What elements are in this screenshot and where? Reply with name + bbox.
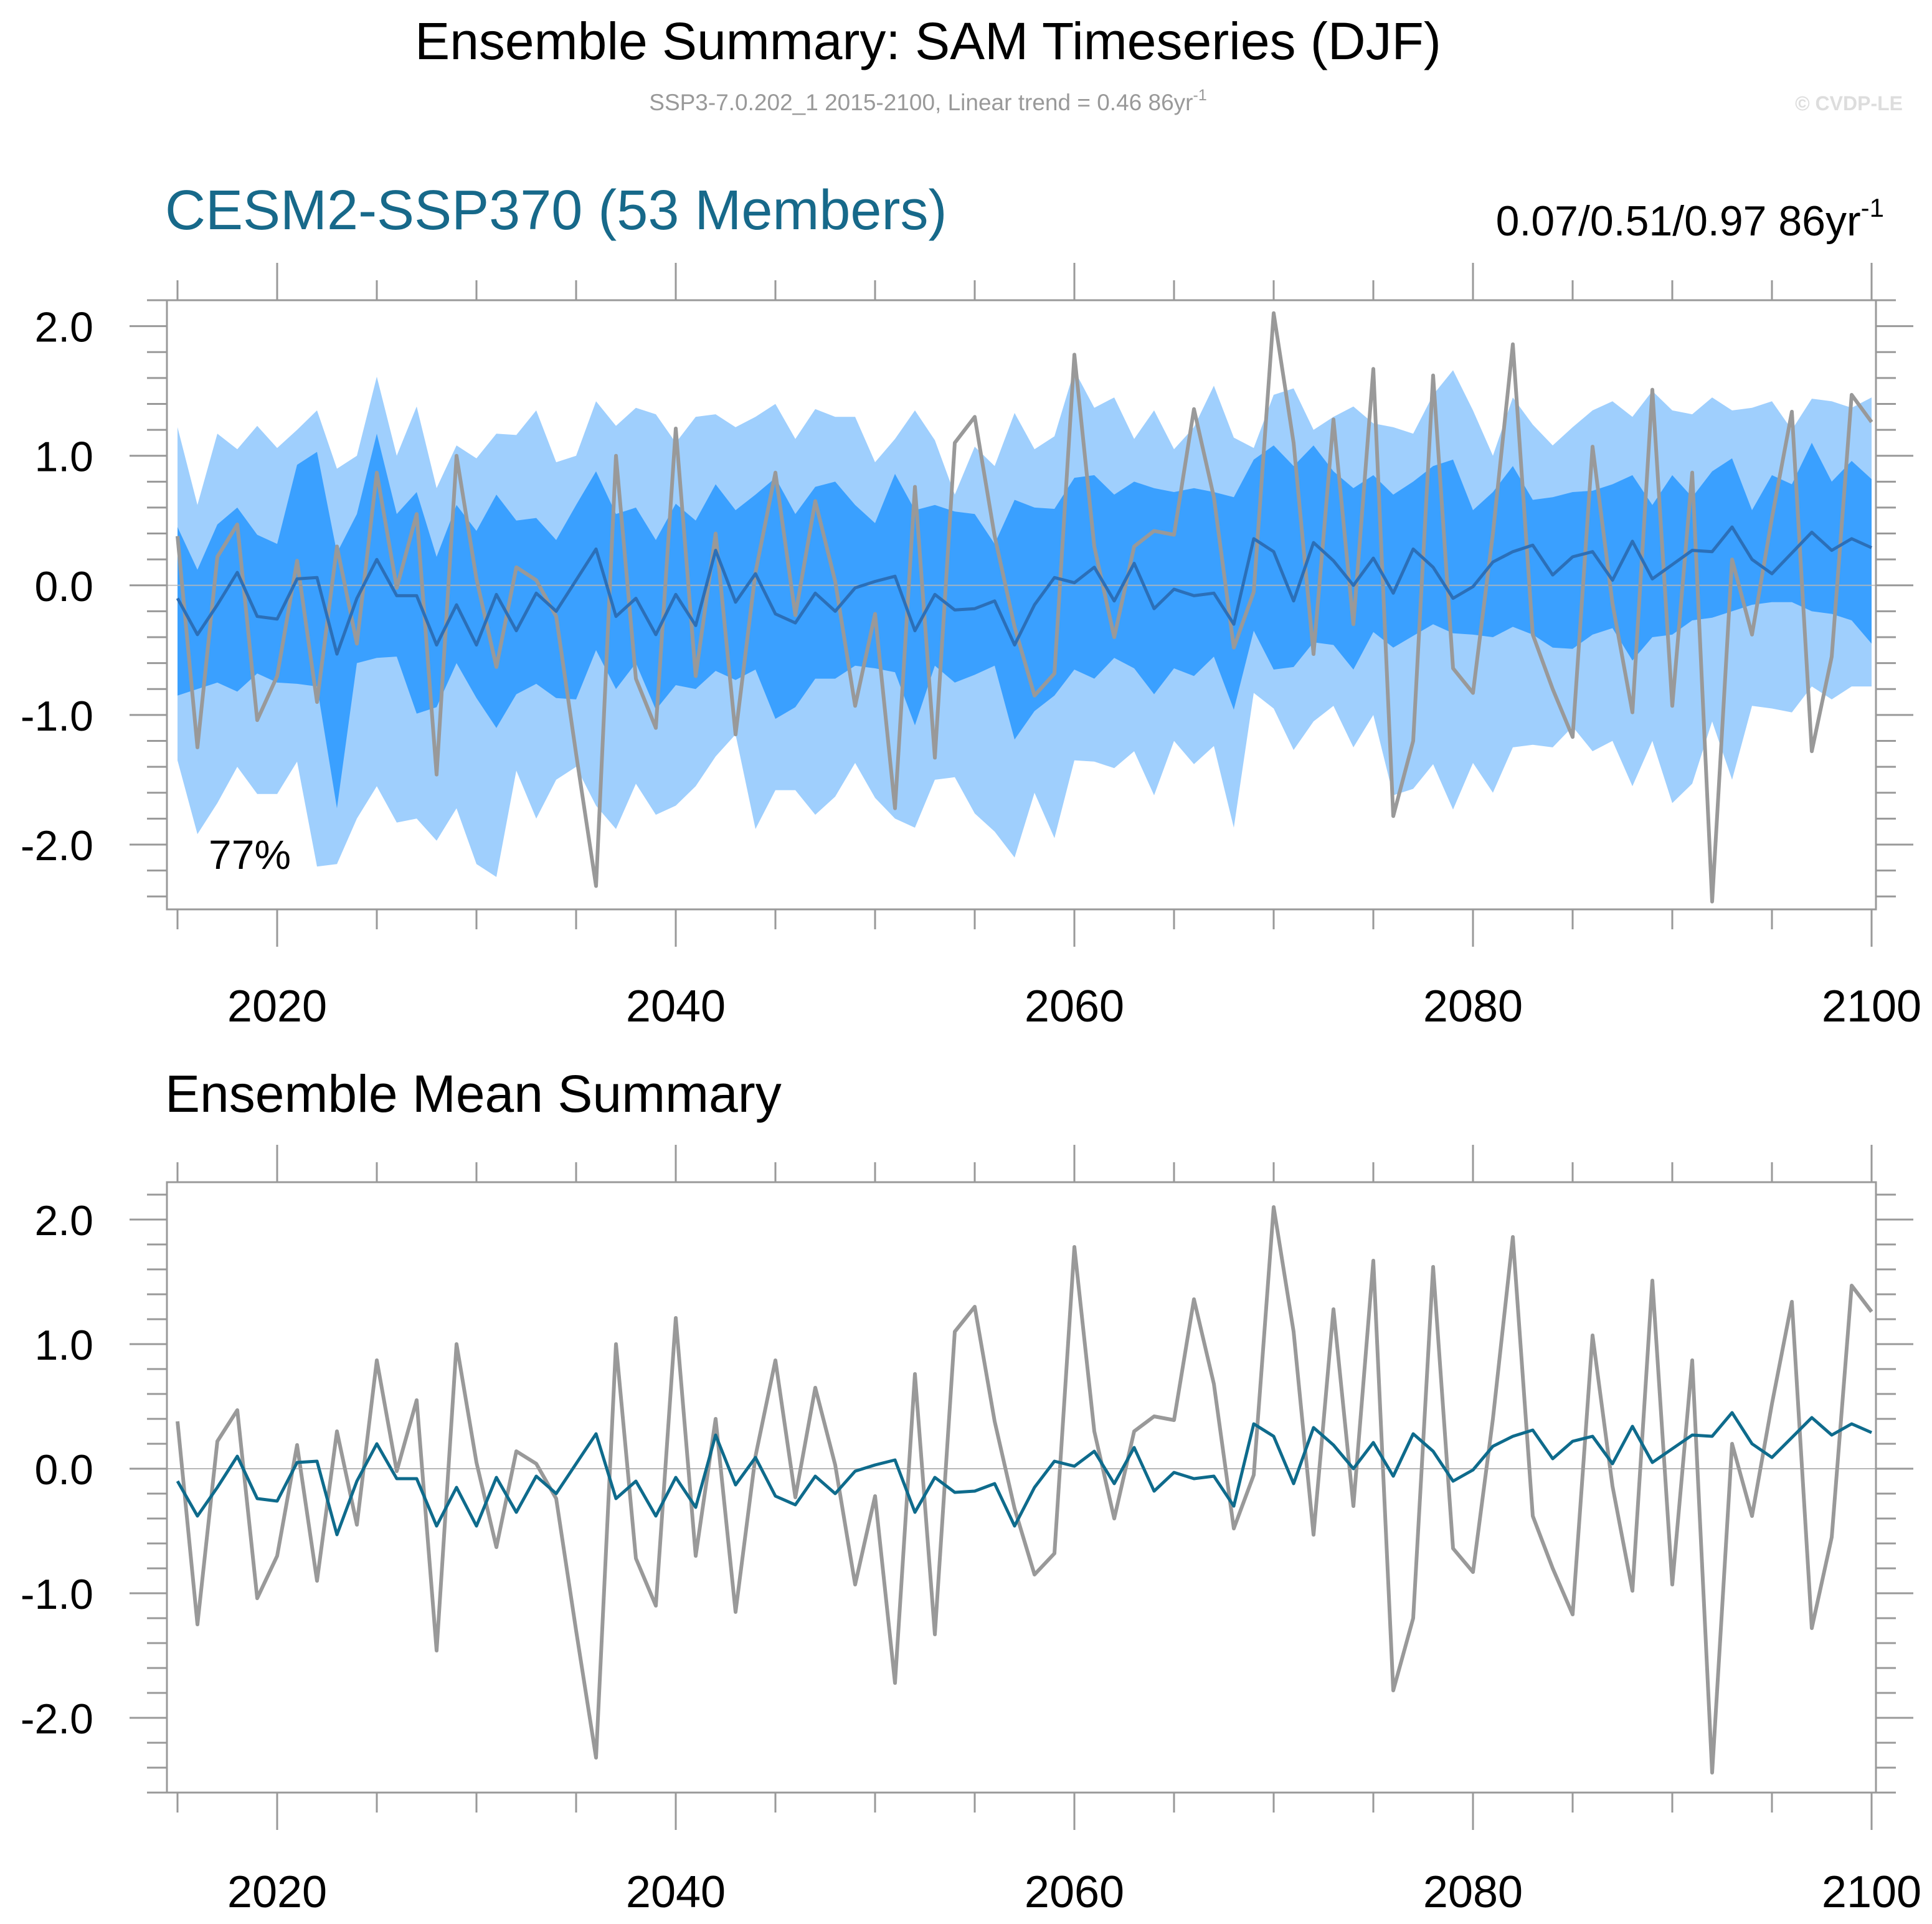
top-lines bbox=[176, 311, 1873, 904]
bottom-lines bbox=[176, 1205, 1873, 1775]
bottom-ytick-label: 2.0 bbox=[34, 1197, 93, 1244]
top-ytick-label: 1.0 bbox=[34, 434, 93, 481]
top-panel-trend-label: 0.07/0.51/0.97 86yr-1 bbox=[1496, 193, 1884, 245]
top-xtick-label: 2060 bbox=[1025, 982, 1124, 1031]
top-panel-percent-annotation: 77% bbox=[209, 832, 291, 878]
bottom-xtick-label: 2100 bbox=[1822, 1867, 1921, 1917]
bottom-panel-title: Ensemble Mean Summary bbox=[165, 1064, 782, 1123]
figure-subtitle: SSP3-7.0.202_1 2015-2100, Linear trend =… bbox=[649, 87, 1206, 115]
top-plot-frame bbox=[166, 299, 1877, 911]
top-xtick-label: 2080 bbox=[1423, 982, 1523, 1031]
bottom-axes: 2020 2040 2060 2080 2100 2.0 1.0 0.0 -1.0 -2.0 bbox=[21, 1145, 1921, 1917]
figure-subtitle-sup: -1 bbox=[1193, 87, 1207, 104]
top-observations-line bbox=[176, 311, 1873, 904]
top-trend-sup: -1 bbox=[1861, 193, 1884, 222]
bottom-ytick-label: 0.0 bbox=[34, 1446, 93, 1494]
bottom-ytick-label: 1.0 bbox=[34, 1322, 93, 1369]
top-ytick-label: 2.0 bbox=[34, 304, 93, 351]
bottom-ytick-label: -2.0 bbox=[21, 1695, 93, 1743]
watermark: © CVDP-LE bbox=[1795, 92, 1903, 115]
top-ensemble-mean-line bbox=[176, 525, 1873, 656]
top-xtick-label: 2020 bbox=[227, 982, 327, 1031]
top-trend-main: 0.07/0.51/0.97 86yr bbox=[1496, 197, 1861, 245]
top-ytick-label: -2.0 bbox=[21, 822, 93, 870]
bottom-plot-frame bbox=[166, 1181, 1877, 1794]
bottom-xtick-label: 2020 bbox=[227, 1867, 327, 1917]
bottom-xtick-label: 2040 bbox=[626, 1867, 726, 1917]
figure-subtitle-main: SSP3-7.0.202_1 2015-2100, Linear trend =… bbox=[649, 90, 1193, 115]
bottom-ytick-label: -1.0 bbox=[21, 1571, 93, 1618]
bottom-observations-line bbox=[176, 1205, 1873, 1775]
top-xtick-label: 2100 bbox=[1822, 982, 1921, 1031]
top-xtick-label: 2040 bbox=[626, 982, 726, 1031]
figure-title: Ensemble Summary: SAM Timeseries (DJF) bbox=[415, 12, 1441, 70]
bottom-ensemble-mean-line bbox=[176, 1411, 1873, 1537]
top-ytick-label: -1.0 bbox=[21, 693, 93, 740]
top-ytick-label: 0.0 bbox=[34, 563, 93, 610]
top-panel-title: CESM2-SSP370 (53 Members) bbox=[165, 179, 947, 242]
top-inner-range-band bbox=[178, 434, 1872, 808]
bottom-xtick-label: 2060 bbox=[1025, 1867, 1124, 1917]
bottom-xtick-label: 2080 bbox=[1423, 1867, 1523, 1917]
top-axes: 2020 2040 2060 2080 2100 2.0 1.0 0.0 -1.0 -2.0 bbox=[21, 263, 1921, 1031]
